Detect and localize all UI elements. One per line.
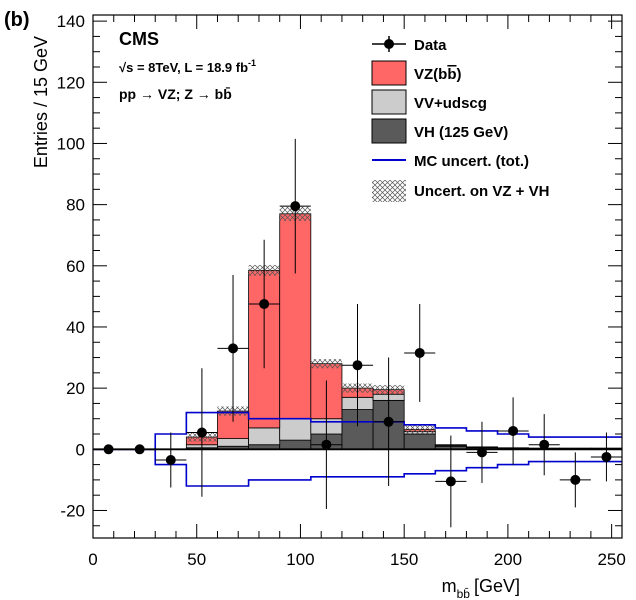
data-point-12 <box>476 447 487 458</box>
data-point-4 <box>228 343 239 354</box>
legend: Data VZ(bb) VV+udscg VH (125 GeV) MC unc… <box>371 36 549 202</box>
stacked-bars <box>185 213 623 450</box>
x-axis-label: mbb̄ [GeV] <box>442 576 520 600</box>
energy-lumi-label: √s = 8TeV, L = 18.9 fb-1 <box>119 58 256 75</box>
y-axis-label: Entries / 15 GeV <box>31 36 51 168</box>
y-tick-label-140: 140 <box>57 12 85 31</box>
panel-label: (b) <box>4 9 30 31</box>
plot-area <box>93 138 623 528</box>
x-tick-label-100: 100 <box>286 550 314 569</box>
bar-1-6 <box>279 418 312 441</box>
data-point-13 <box>508 425 519 436</box>
x-tick-label-50: 50 <box>187 550 206 569</box>
hatch-7 <box>310 359 342 369</box>
data-point-1 <box>134 444 145 455</box>
data-point-15 <box>570 474 581 485</box>
data-point-2 <box>165 455 176 466</box>
legend-item-vz: VZ(bb) <box>371 60 462 86</box>
legend-item-mc-uncert: MC uncert. (tot.) <box>372 153 529 170</box>
x-axis: 0 50 100 150 200 250 <box>88 15 626 569</box>
legend-label-mc-uncert: MC uncert. (tot.) <box>414 153 529 170</box>
y-tick-label-60: 60 <box>66 257 85 276</box>
data-points <box>93 138 622 528</box>
plot-frame <box>92 14 623 539</box>
legend-item-stack-uncert: Uncert. on VZ + VH <box>372 180 549 202</box>
data-point-0 <box>103 444 114 455</box>
data-point-8 <box>352 360 363 371</box>
mc-uncert-lower <box>93 448 622 487</box>
legend-item-vh: VH (125 GeV) <box>371 118 508 144</box>
data-point-7 <box>321 439 332 450</box>
x-tick-label-0: 0 <box>88 550 97 569</box>
energy-lumi-text: √s = 8TeV, L = 18.9 fb <box>119 60 248 75</box>
energy-lumi-sup: -1 <box>248 58 256 68</box>
bar-1-5 <box>248 427 281 446</box>
legend-label-vz-main: VZ(b <box>414 66 447 83</box>
legend-label-vh: VH (125 GeV) <box>414 124 508 141</box>
legend-label-vv: VV+udscg <box>414 95 487 112</box>
x-tick-label-200: 200 <box>494 550 522 569</box>
legend-label-vz-bar: b <box>447 66 456 83</box>
x-axis-label-sub: bb̄ <box>457 587 471 600</box>
data-point-11 <box>445 476 456 487</box>
y-tick-label-0: 0 <box>76 440 85 459</box>
y-tick-label-100: 100 <box>57 134 85 153</box>
legend-label-data: Data <box>414 37 447 54</box>
legend-label-vz: VZ(bb) <box>414 66 462 83</box>
data-point-14 <box>539 439 550 450</box>
data-point-5 <box>259 299 270 310</box>
y-tick-label--20: -20 <box>60 501 85 520</box>
y-axis: -20 0 20 40 60 80 100 120 140 <box>57 12 622 527</box>
legend-label-stack-uncert: Uncert. on VZ + VH <box>414 183 549 200</box>
data-point-6 <box>290 201 301 212</box>
bar-0-6 <box>279 439 312 450</box>
hatch-10 <box>404 424 436 435</box>
legend-label-vz-close: ) <box>457 66 462 83</box>
process-label: pp → VZ; Z → bb̄ <box>119 85 232 102</box>
y-tick-label-40: 40 <box>66 318 85 337</box>
data-point-3 <box>196 427 207 438</box>
bar-0-10 <box>403 433 436 450</box>
x-tick-label-250: 250 <box>597 550 625 569</box>
x-axis-label-var: m <box>442 576 457 596</box>
legend-item-data: Data <box>372 36 447 54</box>
x-axis-label-unit: [GeV] <box>474 576 520 596</box>
x-tick-label-150: 150 <box>390 550 418 569</box>
data-point-10 <box>414 347 425 358</box>
y-tick-label-120: 120 <box>57 73 85 92</box>
y-tick-label-80: 80 <box>66 196 85 215</box>
legend-item-vv: VV+udscg <box>371 89 487 115</box>
data-point-16 <box>601 451 612 462</box>
experiment-label: CMS <box>119 29 159 49</box>
y-tick-label-20: 20 <box>66 379 85 398</box>
data-point-9 <box>383 416 394 427</box>
bar-1-4 <box>217 438 249 447</box>
